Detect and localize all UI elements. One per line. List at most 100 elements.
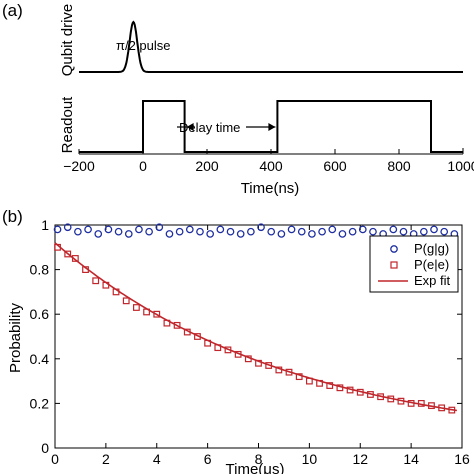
- pgg-point: [196, 227, 204, 236]
- pgg-point: [165, 230, 174, 238]
- panel-b-y-axis-label: Probability: [7, 302, 24, 373]
- qubit-drive-pulse: [79, 20, 463, 73]
- pee-point: [285, 368, 293, 376]
- pgg-point: [318, 227, 326, 236]
- legend-label: P(g|g): [414, 241, 449, 256]
- legend-label: P(e|e): [414, 257, 449, 272]
- pee-point: [448, 406, 456, 414]
- pgg-point: [267, 227, 276, 236]
- panel-b-y-tick-label: 0.8: [30, 262, 50, 278]
- pgg-point: [308, 230, 316, 238]
- pgg-point: [53, 225, 62, 234]
- panel-a-x-tick-label: 800: [387, 158, 411, 174]
- panel-a-x-tick-label: 200: [195, 158, 219, 174]
- pee-point: [275, 366, 283, 374]
- panel-b-x-tick-label: 14: [403, 451, 419, 467]
- panel-a: (a) Qubit drive Readout π/2 pulse Delay …: [2, 1, 474, 197]
- pgg-point: [124, 230, 133, 238]
- legend-box: [369, 235, 459, 293]
- pgg-point: [440, 227, 449, 236]
- legend-label: Exp fit: [414, 273, 451, 288]
- pee-point: [122, 297, 130, 305]
- panel-b-y-tick-label: 1: [41, 217, 49, 233]
- panel-b-y-tick-label: 0.4: [30, 351, 50, 367]
- panel-b-y-tick-label: 0.6: [30, 306, 50, 322]
- panel-a-waveforms: [79, 20, 463, 153]
- pee-point: [112, 288, 120, 296]
- delay-arrowhead-left: [186, 123, 194, 131]
- pee-point: [214, 344, 222, 352]
- pgg-point: [74, 227, 82, 236]
- pee-point: [397, 397, 405, 405]
- pgg-point: [145, 227, 153, 236]
- pgg-point: [175, 227, 184, 236]
- pgg-point: [277, 230, 286, 238]
- pgg-point: [247, 227, 255, 236]
- pee-point: [92, 277, 100, 285]
- pee-point: [346, 386, 354, 394]
- pee-point: [143, 308, 150, 316]
- pee-point: [417, 400, 425, 407]
- pgg-point: [63, 223, 72, 232]
- panel-b-x-tick-label: 8: [255, 451, 263, 467]
- pgg-point: [114, 227, 123, 236]
- pgg-point: [84, 225, 92, 234]
- panel-b-x-tick-label: 12: [352, 451, 368, 467]
- pgg-point: [338, 230, 347, 238]
- pee-point: [326, 382, 334, 389]
- pee-point: [71, 255, 79, 262]
- readout-axis-label: Readout: [59, 96, 76, 154]
- pgg-point: [185, 225, 194, 234]
- panel-b-plot: [53, 223, 459, 414]
- qubit-drive-axis-label: Qubit drive: [59, 4, 76, 77]
- pulse-annotation: π/2 pulse: [116, 38, 171, 53]
- panel-b-x-tick-label: 10: [302, 451, 318, 467]
- pgg-point: [104, 225, 113, 234]
- panel-b-x-tick-label: 2: [102, 451, 110, 467]
- pee-point: [54, 243, 61, 251]
- pee-point: [356, 388, 364, 396]
- panel-a-x-tick-label: 0: [139, 158, 147, 174]
- pgg-point: [94, 230, 103, 238]
- pgg-point: [155, 223, 164, 232]
- pee-point: [377, 393, 384, 401]
- panel-b-x-tick-label: 0: [51, 451, 59, 467]
- pgg-point: [399, 227, 408, 236]
- pee-point: [316, 379, 323, 387]
- pee-point: [234, 350, 242, 358]
- pee-point: [387, 395, 395, 403]
- pee-point: [194, 333, 201, 340]
- delay-annotation: Delay time: [179, 120, 240, 135]
- panel-a-x-tick-label: 600: [323, 158, 347, 174]
- pee-point: [428, 402, 435, 410]
- pee-point: [255, 359, 262, 367]
- pee-point: [163, 319, 171, 327]
- delay-arrowhead-right: [268, 123, 276, 131]
- panel-b-legend: P(g|g)P(e|e)Exp fit: [369, 235, 459, 293]
- pgg-point: [348, 227, 357, 236]
- panel-b: (b) Probability Time(μs) 0 2 4 6 8 10 12 14 1600…: [2, 207, 470, 474]
- pgg-point: [389, 225, 398, 234]
- panel-a-label: (a): [2, 1, 23, 20]
- panel-b-x-tick-label: 16: [454, 451, 470, 467]
- pee-point: [133, 304, 140, 311]
- panel-a-x-tick-label: −200: [63, 158, 95, 174]
- pee-point: [367, 391, 374, 398]
- pee-point: [183, 328, 191, 336]
- readout-waveform: [79, 100, 463, 153]
- pgg-point: [135, 225, 143, 234]
- legend-pgg-marker: [390, 245, 398, 253]
- legend-pee-marker: [390, 261, 398, 269]
- panel-b-y-tick-label: 0: [41, 440, 49, 456]
- pgg-point: [430, 225, 438, 234]
- pee-point: [153, 310, 161, 318]
- pee-point: [102, 281, 110, 289]
- panel-b-x-axis-label: Time(μs): [226, 461, 285, 474]
- pee-point: [224, 346, 232, 354]
- pgg-point: [287, 225, 296, 234]
- pee-point: [295, 373, 303, 381]
- panel-a-x-ticks: −200 0 200 400 600 800 1000: [63, 148, 474, 174]
- panel-b-x-tick-label: 4: [153, 451, 161, 467]
- pee-point: [336, 384, 344, 392]
